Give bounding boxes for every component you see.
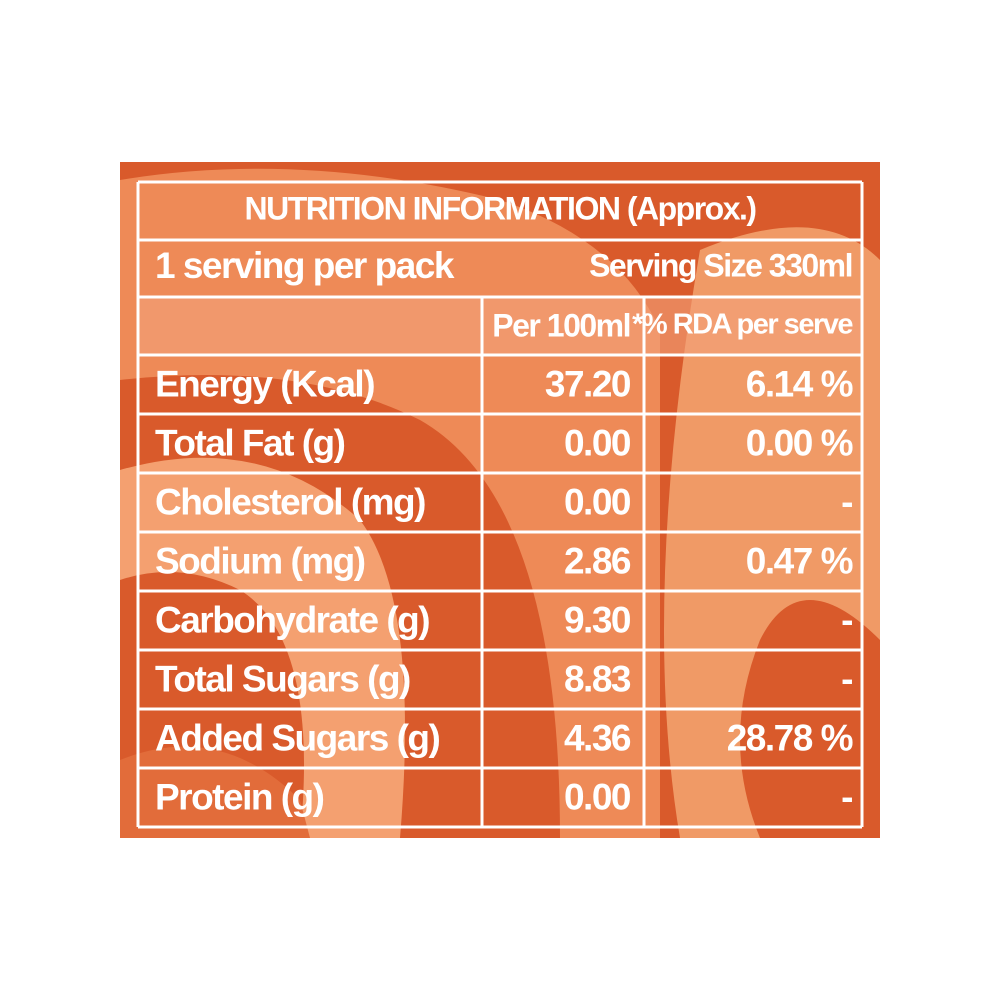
row-label: Sodium (mg) xyxy=(155,540,365,581)
per-100ml: 8.83 xyxy=(564,658,631,699)
rda: 6.14 % xyxy=(746,363,853,404)
rda: 28.78 % xyxy=(727,717,853,758)
column-header: Per 100ml xyxy=(492,307,630,343)
row-label: Energy (Kcal) xyxy=(155,363,374,404)
title: NUTRITION INFORMATION (Approx.) xyxy=(244,190,756,226)
rda: - xyxy=(841,481,852,522)
header-band xyxy=(138,297,862,355)
per-100ml: 0.00 xyxy=(564,776,631,817)
serving-size: Serving Size 330ml xyxy=(589,247,852,283)
swirl xyxy=(120,457,405,838)
row-label: Protein (g) xyxy=(155,776,324,817)
table: NUTRITION INFORMATION (Approx.) 1 serving… xyxy=(136,180,864,829)
servings-per-pack: 1 serving per pack xyxy=(155,245,455,286)
rda: 0.47 % xyxy=(746,540,853,581)
per-100ml: 9.30 xyxy=(564,599,631,640)
column-header: *% RDA per serve xyxy=(632,309,853,341)
rda: 0.00 % xyxy=(746,422,853,463)
rda: - xyxy=(841,776,852,817)
per-100ml: 2.86 xyxy=(564,540,631,581)
row-label: Cholesterol (mg) xyxy=(155,481,425,522)
per-100ml: 0.00 xyxy=(564,481,631,522)
row-label: Total Sugars (g) xyxy=(155,658,410,699)
rda: - xyxy=(841,599,852,640)
row-label: Added Sugars (g) xyxy=(155,717,440,758)
row-label: Total Fat (g) xyxy=(155,422,345,463)
per-100ml: 37.20 xyxy=(545,363,631,404)
per-100ml: 4.36 xyxy=(564,717,631,758)
per-100ml: 0.00 xyxy=(564,422,631,463)
row-label: Carbohydrate (g) xyxy=(155,599,429,640)
rda: - xyxy=(841,658,852,699)
